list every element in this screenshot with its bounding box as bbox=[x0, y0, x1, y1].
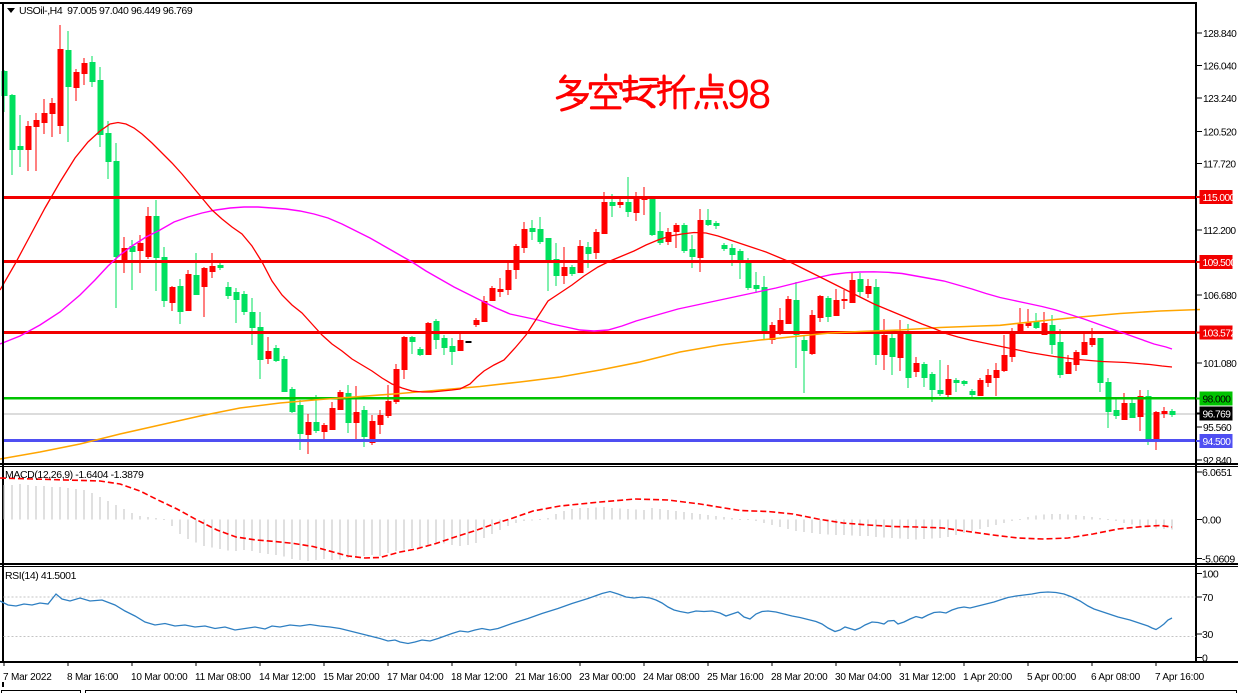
svg-text:70: 70 bbox=[1202, 592, 1213, 604]
svg-text:31 Mar 12:00: 31 Mar 12:00 bbox=[899, 672, 956, 683]
svg-text:112.200: 112.200 bbox=[1203, 226, 1236, 237]
svg-text:115.000: 115.000 bbox=[1203, 193, 1236, 204]
svg-text:7 Mar 2022: 7 Mar 2022 bbox=[3, 672, 52, 683]
svg-text:30 Mar 04:00: 30 Mar 04:00 bbox=[835, 672, 892, 683]
svg-text:RSI(14) 41.5001: RSI(14) 41.5001 bbox=[5, 570, 77, 582]
svg-text:8 Mar 16:00: 8 Mar 16:00 bbox=[67, 672, 119, 683]
svg-text:120.520: 120.520 bbox=[1203, 128, 1237, 139]
svg-text:0: 0 bbox=[1202, 653, 1208, 665]
svg-text:7 Apr 16:00: 7 Apr 16:00 bbox=[1155, 672, 1205, 683]
svg-text:MACD(12,26,9) -1.6404 -1.3879: MACD(12,26,9) -1.6404 -1.3879 bbox=[5, 469, 144, 481]
svg-text:18 Mar 12:00: 18 Mar 12:00 bbox=[451, 672, 508, 683]
svg-text:5 Apr 00:00: 5 Apr 00:00 bbox=[1027, 672, 1077, 683]
svg-text:109.500: 109.500 bbox=[1203, 258, 1237, 269]
svg-text:126.040: 126.040 bbox=[1203, 62, 1237, 73]
svg-text:117.720: 117.720 bbox=[1203, 160, 1236, 171]
svg-text:-5.0609: -5.0609 bbox=[1202, 554, 1235, 566]
svg-text:0.00: 0.00 bbox=[1202, 515, 1221, 527]
svg-text:123.240: 123.240 bbox=[1203, 94, 1237, 105]
svg-text:101.080: 101.080 bbox=[1203, 359, 1237, 370]
svg-text:6.0651: 6.0651 bbox=[1202, 467, 1232, 479]
svg-text:1 Apr 20:00: 1 Apr 20:00 bbox=[963, 672, 1013, 683]
svg-text:25 Mar 16:00: 25 Mar 16:00 bbox=[707, 672, 764, 683]
svg-text:21 Mar 16:00: 21 Mar 16:00 bbox=[515, 672, 572, 683]
svg-text:98: 98 bbox=[727, 71, 770, 117]
svg-text:98.000: 98.000 bbox=[1203, 395, 1232, 406]
svg-text:14 Mar 12:00: 14 Mar 12:00 bbox=[259, 672, 316, 683]
svg-text:15 Mar 20:00: 15 Mar 20:00 bbox=[323, 672, 380, 683]
svg-text:95.560: 95.560 bbox=[1203, 423, 1232, 434]
svg-text:USOil-,H4 97.005 97.040 96.44: USOil-,H4 97.005 97.040 96.449 96.769 bbox=[19, 5, 193, 17]
svg-text:28 Mar 20:00: 28 Mar 20:00 bbox=[771, 672, 828, 683]
svg-text:103.572: 103.572 bbox=[1203, 329, 1237, 340]
svg-text:11 Mar 08:00: 11 Mar 08:00 bbox=[195, 672, 251, 683]
svg-text:10 Mar 00:00: 10 Mar 00:00 bbox=[131, 672, 188, 683]
svg-text:96.769: 96.769 bbox=[1203, 410, 1232, 421]
svg-text:6 Apr 08:00: 6 Apr 08:00 bbox=[1091, 672, 1141, 683]
svg-text:128.840: 128.840 bbox=[1203, 29, 1237, 40]
svg-text:30: 30 bbox=[1202, 629, 1213, 641]
svg-text:23 Mar 00:00: 23 Mar 00:00 bbox=[579, 672, 636, 683]
svg-text:100: 100 bbox=[1202, 569, 1219, 581]
svg-text:106.680: 106.680 bbox=[1203, 291, 1237, 302]
svg-text:24 Mar 08:00: 24 Mar 08:00 bbox=[643, 672, 700, 683]
svg-text:92.840: 92.840 bbox=[1203, 456, 1232, 467]
svg-text:94.500: 94.500 bbox=[1203, 437, 1232, 448]
svg-text:17 Mar 04:00: 17 Mar 04:00 bbox=[387, 672, 444, 683]
